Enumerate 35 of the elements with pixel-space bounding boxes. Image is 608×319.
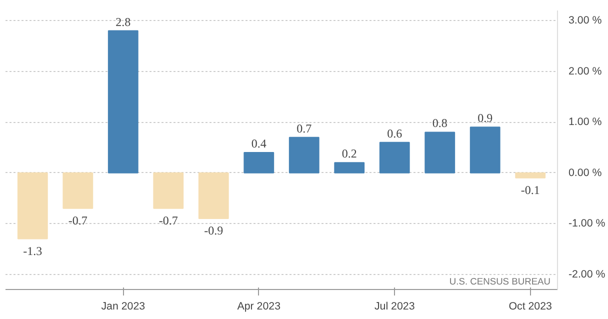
x-tick-label: Jan 2023 (101, 300, 146, 312)
annotation: U.S. CENSUS BUREAU (449, 276, 551, 286)
bar (334, 162, 365, 174)
bar (288, 136, 320, 174)
x-tick-label: Jul 2023 (374, 300, 415, 312)
bar (515, 172, 546, 178)
bar (108, 30, 138, 174)
y-tick-label: 3.00 % (568, 14, 602, 27)
y-tick-label: 2.00 % (568, 65, 602, 78)
y-tick-label: -2.00 % (568, 268, 606, 280)
bar (470, 126, 500, 174)
data-label: 0.6 (387, 126, 402, 140)
x-tick-label: Oct 2023 (508, 300, 552, 312)
data-label: -0.1 (520, 182, 540, 197)
data-label: -0.7 (68, 213, 88, 228)
bar (244, 152, 274, 174)
data-label: -1.3 (23, 244, 42, 258)
data-label: 2.8 (116, 14, 131, 29)
bar (379, 142, 410, 174)
x-tick-label: Apr 2023 (237, 300, 281, 312)
bar (424, 132, 456, 174)
data-label: 0.4 (251, 136, 266, 151)
data-label: 0.8 (432, 116, 448, 130)
data-label: -0.7 (158, 213, 178, 228)
bar (62, 172, 94, 209)
bar (153, 172, 184, 209)
y-tick-label: -1.00 % (568, 218, 606, 230)
data-label: -0.9 (204, 223, 224, 238)
y-tick-label: 1.00 % (568, 116, 602, 128)
data-label: 0.2 (342, 146, 357, 161)
data-label: 0.9 (478, 111, 493, 126)
data-label: 0.7 (296, 121, 312, 136)
bar (17, 172, 48, 240)
y-tick-label: 0.00 % (568, 166, 602, 179)
bar (198, 172, 229, 219)
